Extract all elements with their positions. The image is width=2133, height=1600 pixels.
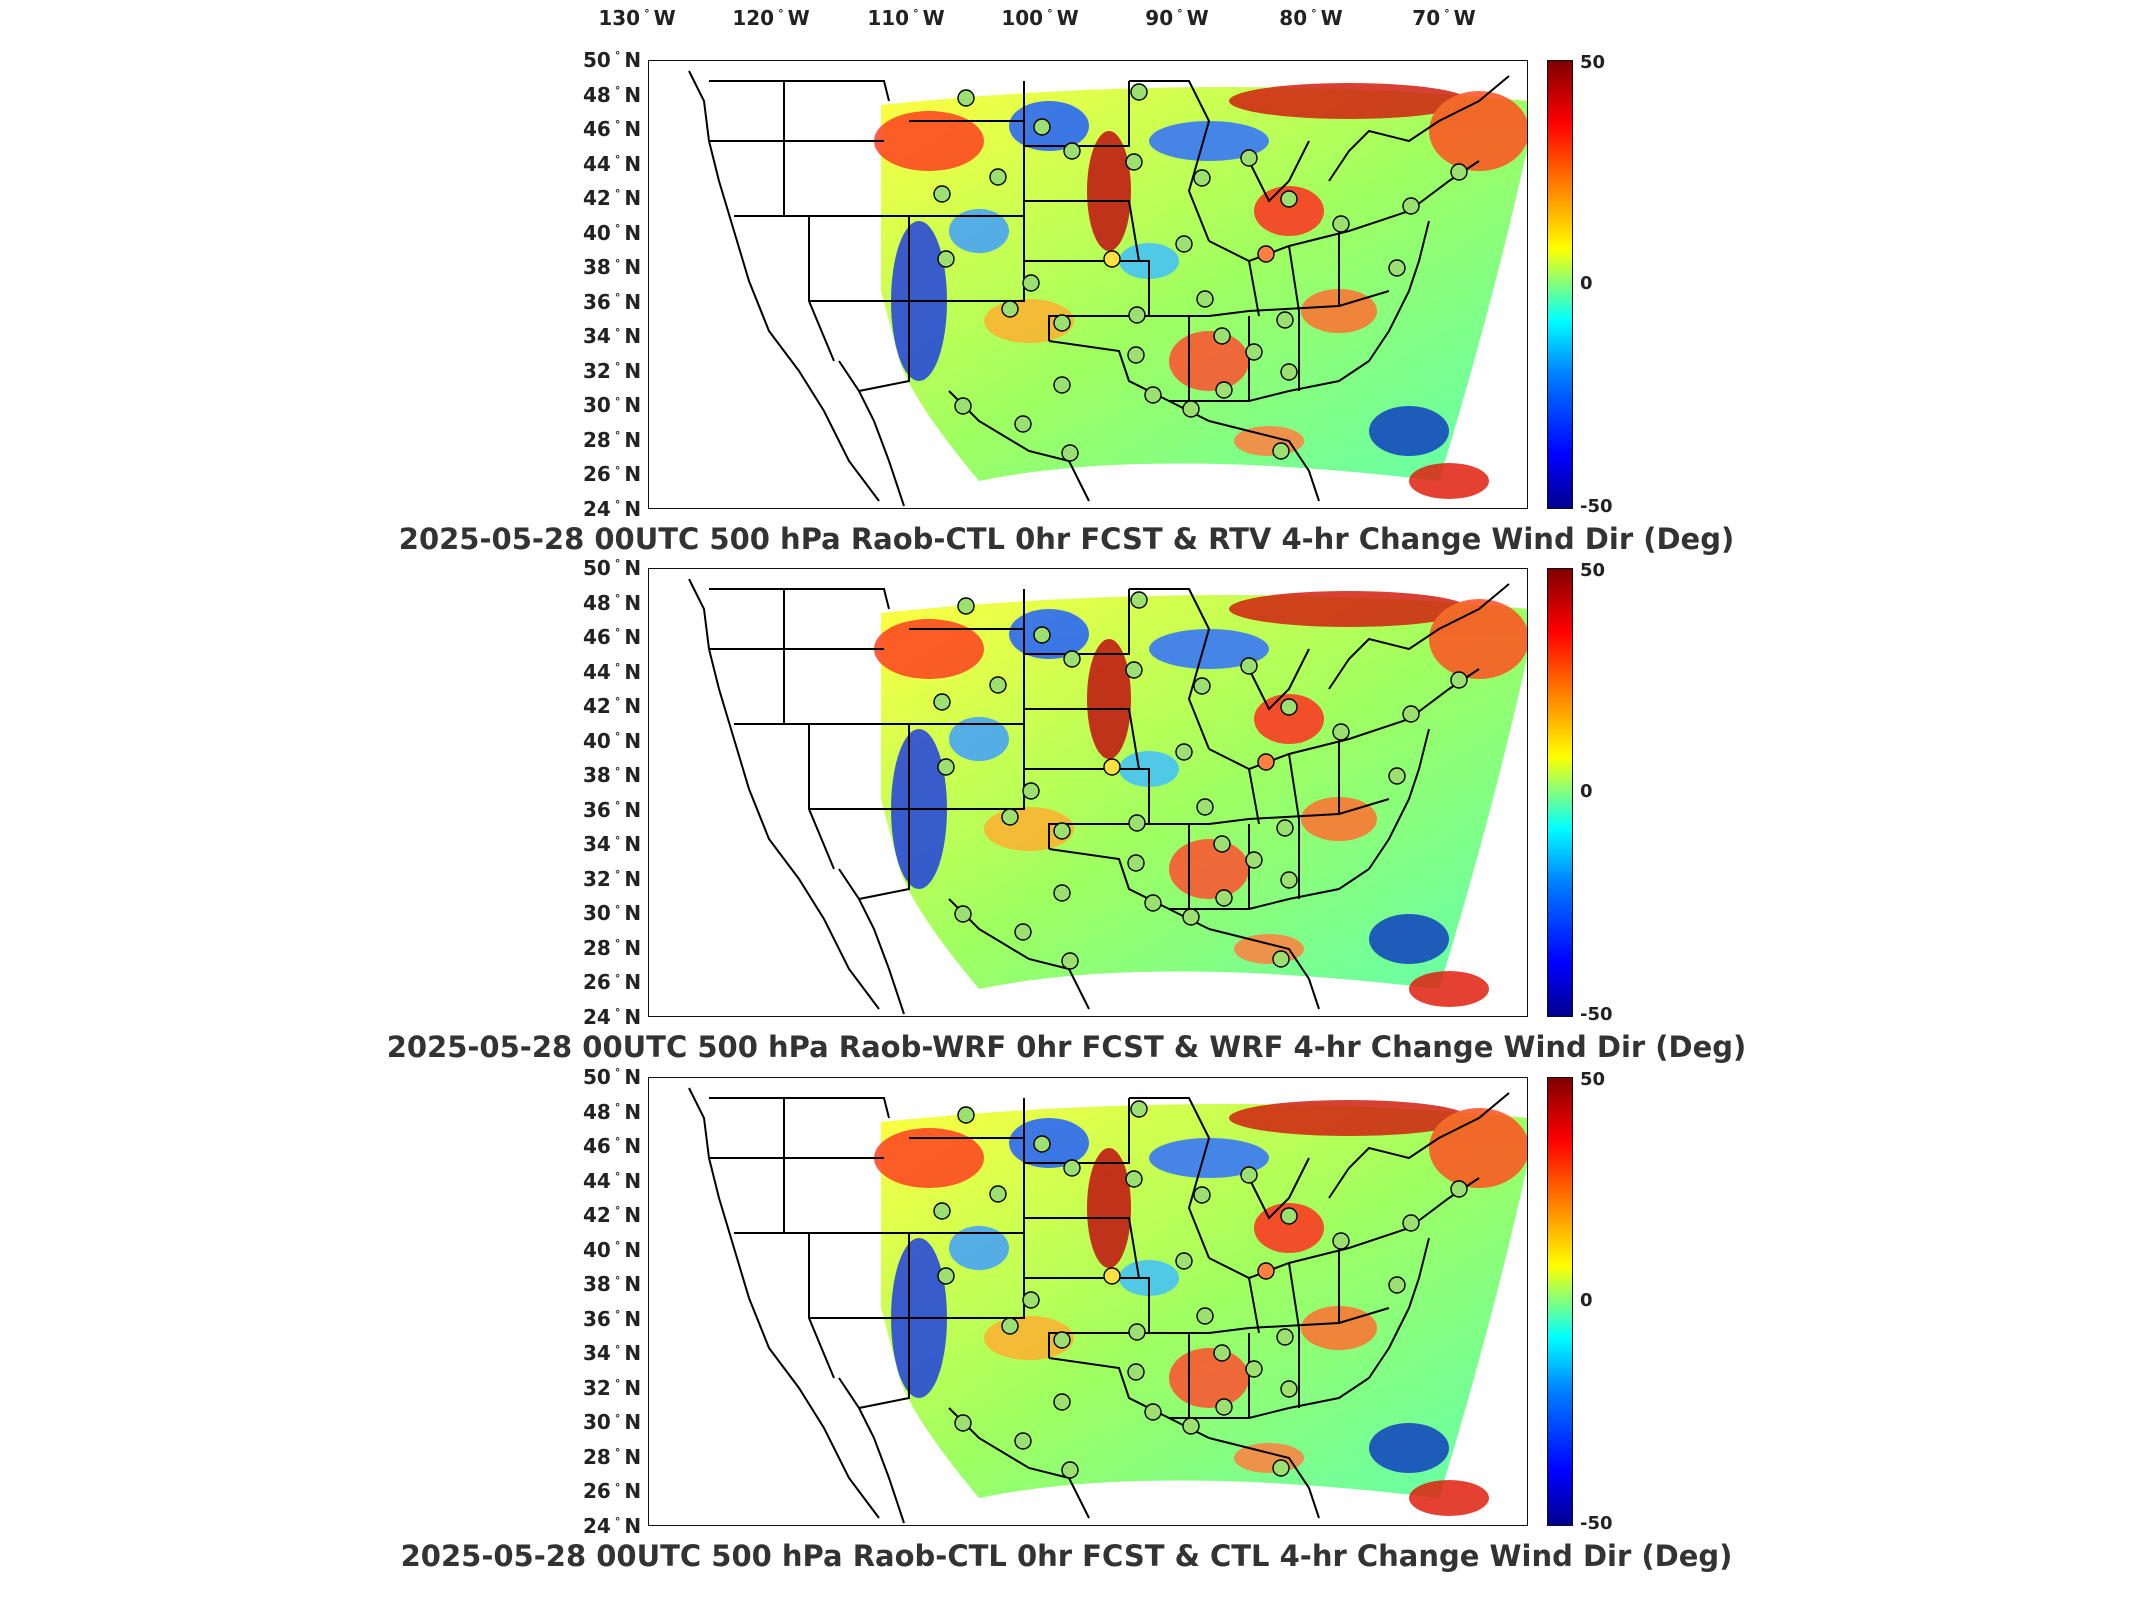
lat-label-46n: 46 ° N (583, 625, 642, 650)
colorbar-mid-label: 0 (1580, 781, 1593, 802)
lat-label-46n: 46 ° N (583, 1134, 642, 1159)
lat-label-40n: 40 ° N (583, 220, 642, 245)
lat-label-36n: 36 ° N (583, 289, 642, 314)
lat-label-50n: 50 ° N (583, 556, 642, 580)
lat-label-26n: 26 ° N (583, 970, 642, 995)
lat-label-42n: 42 ° N (583, 1203, 642, 1228)
lon-label-130w: 130 ° W (598, 6, 676, 30)
lat-label-30n: 30 ° N (583, 393, 642, 418)
lat-label-48n: 48 ° N (583, 590, 642, 615)
lat-label-46n: 46 ° N (583, 117, 642, 142)
lat-label-42n: 42 ° N (583, 186, 642, 211)
longitude-axis: 130 ° W 120 ° W 110 ° W 100 ° W 90 ° W 80 ° W 70 ° W (0, 0, 2133, 40)
lat-label-48n: 48 ° N (583, 1099, 642, 1124)
lat-label-50n: 50 ° N (583, 48, 642, 72)
lat-label-50n: 50 ° N (583, 1065, 642, 1089)
lat-label-34n: 34 ° N (583, 1341, 642, 1366)
panel-title: 2025-05-28 00UTC 500 hPa Raob-CTL 0hr FC… (398, 522, 1735, 556)
map-plot-area (648, 1077, 1528, 1526)
lat-label-42n: 42 ° N (583, 694, 642, 719)
colorbar (1547, 568, 1573, 1017)
panel-rtv: 50 ° N 48 ° N 46 ° N 44 ° N 42 ° N 40 ° N 38 ° N 36 ° N 34 ° N 32 ° N… (0, 48, 2133, 570)
wind-direction-map (688, 70, 1527, 507)
lat-label-40n: 40 ° N (583, 728, 642, 753)
wind-direction-map (688, 578, 1527, 1015)
lat-label-34n: 34 ° N (583, 832, 642, 857)
lat-label-32n: 32 ° N (583, 358, 642, 383)
lat-label-36n: 36 ° N (583, 1306, 642, 1331)
lat-label-38n: 38 ° N (583, 255, 642, 280)
lat-label-24n: 24 ° N (583, 497, 642, 521)
lat-label-38n: 38 ° N (583, 763, 642, 788)
wind-direction-map (688, 1087, 1527, 1524)
map-plot-area (648, 568, 1528, 1017)
lon-label-100w: 100 ° W (1001, 6, 1079, 30)
colorbar-max-label: 50 (1580, 1069, 1606, 1090)
lat-label-32n: 32 ° N (583, 1375, 642, 1400)
lat-label-32n: 32 ° N (583, 866, 642, 891)
colorbar-min-label: -50 (1580, 1004, 1613, 1025)
lat-label-28n: 28 ° N (583, 1444, 642, 1469)
lon-label-90w: 90 ° W (1145, 6, 1209, 30)
lat-label-28n: 28 ° N (583, 427, 642, 452)
lat-label-36n: 36 ° N (583, 797, 642, 822)
lon-label-70w: 70 ° W (1412, 6, 1476, 30)
panel-title: 2025-05-28 00UTC 500 hPa Raob-CTL 0hr FC… (400, 1539, 1733, 1573)
colorbar (1547, 60, 1573, 509)
lon-label-80w: 80 ° W (1279, 6, 1343, 30)
panel-ctl: 50 ° N 48 ° N 46 ° N 44 ° N 42 ° N 40 ° N 38 ° N 36 ° N 34 ° N 32 ° N… (0, 1065, 2133, 1587)
lat-label-24n: 24 ° N (583, 1005, 642, 1029)
lat-label-44n: 44 ° N (583, 659, 642, 684)
colorbar-mid-label: 0 (1580, 1290, 1593, 1311)
colorbar-mid-label: 0 (1580, 273, 1593, 294)
lat-label-34n: 34 ° N (583, 324, 642, 349)
lon-label-110w: 110 ° W (867, 6, 945, 30)
panel-wrf: 50 ° N 48 ° N 46 ° N 44 ° N 42 ° N 40 ° N 38 ° N 36 ° N 34 ° N 32 ° N… (0, 556, 2133, 1078)
lat-label-44n: 44 ° N (583, 151, 642, 176)
lon-label-120w: 120 ° W (732, 6, 810, 30)
lat-label-30n: 30 ° N (583, 901, 642, 926)
colorbar-min-label: -50 (1580, 1513, 1613, 1534)
lat-label-28n: 28 ° N (583, 935, 642, 960)
colorbar-max-label: 50 (1580, 52, 1606, 73)
panel-title: 2025-05-28 00UTC 500 hPa Raob-WRF 0hr FC… (386, 1030, 1747, 1064)
map-plot-area (648, 60, 1528, 509)
lat-label-26n: 26 ° N (583, 462, 642, 487)
lat-label-48n: 48 ° N (583, 82, 642, 107)
lat-label-24n: 24 ° N (583, 1514, 642, 1538)
colorbar (1547, 1077, 1573, 1526)
colorbar-min-label: -50 (1580, 496, 1613, 517)
colorbar-max-label: 50 (1580, 560, 1606, 581)
lat-label-38n: 38 ° N (583, 1272, 642, 1297)
lat-label-26n: 26 ° N (583, 1479, 642, 1504)
lat-label-44n: 44 ° N (583, 1168, 642, 1193)
lat-label-30n: 30 ° N (583, 1410, 642, 1435)
lat-label-40n: 40 ° N (583, 1237, 642, 1262)
